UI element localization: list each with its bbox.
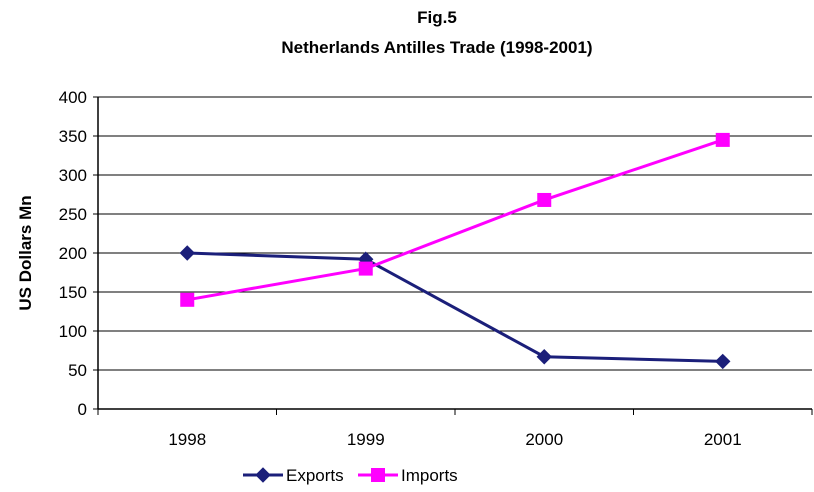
legend-label: Imports (401, 466, 458, 485)
y-axis-label: US Dollars Mn (16, 195, 35, 310)
y-tick-label: 200 (59, 244, 87, 263)
legend-marker (371, 468, 385, 482)
legend-marker (255, 467, 271, 483)
y-tick-label: 0 (78, 400, 87, 419)
legend-item: Exports (243, 466, 344, 485)
x-tick-label: 1998 (168, 430, 206, 449)
chart-title: Fig.5 (417, 8, 457, 27)
data-point (536, 349, 552, 365)
legend-item: Imports (358, 466, 458, 485)
y-tick-label: 100 (59, 322, 87, 341)
data-point (180, 292, 195, 307)
series-line (186, 138, 724, 302)
data-point (715, 132, 730, 147)
y-tick-label: 300 (59, 166, 87, 185)
series-line (187, 251, 723, 363)
y-tick-label: 150 (59, 283, 87, 302)
series-exports (179, 245, 731, 370)
data-point (715, 353, 731, 370)
data-point (358, 261, 373, 276)
data-point (179, 245, 195, 261)
legend-label: Exports (286, 466, 344, 485)
y-tick-label: 400 (59, 88, 87, 107)
data-point (537, 192, 552, 207)
chart-subtitle: Netherlands Antilles Trade (1998-2001) (281, 38, 592, 57)
series-imports (180, 132, 730, 307)
y-tick-label: 50 (68, 361, 87, 380)
y-tick-label: 250 (59, 205, 87, 224)
x-tick-label: 2001 (704, 430, 742, 449)
x-tick-label: 2000 (525, 430, 563, 449)
x-tick-label: 1999 (347, 430, 385, 449)
y-tick-label: 350 (59, 127, 87, 146)
